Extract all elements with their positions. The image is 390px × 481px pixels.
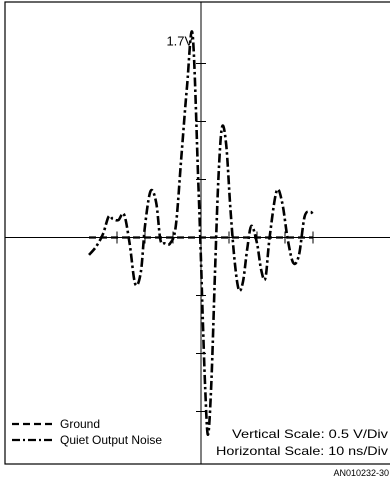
annotations: 1.7V <box>166 33 193 48</box>
peak-voltage-annotation: 1.7V <box>166 33 193 48</box>
series-line-quiet-output-noise <box>88 30 314 437</box>
waveform-traces <box>88 30 314 437</box>
legend: Ground Quiet Output Noise <box>12 417 162 447</box>
vertical-scale-label: Vertical Scale: 0.5 V/Div <box>232 427 388 441</box>
figure-id: AN010232-30 <box>333 468 389 478</box>
plot-frame <box>4 1 390 465</box>
horizontal-scale-label: Horizontal Scale: 10 ns/Div <box>216 444 388 458</box>
legend-label-ground: Ground <box>60 417 100 431</box>
legend-label-quiet-output-noise: Quiet Output Noise <box>60 433 162 447</box>
